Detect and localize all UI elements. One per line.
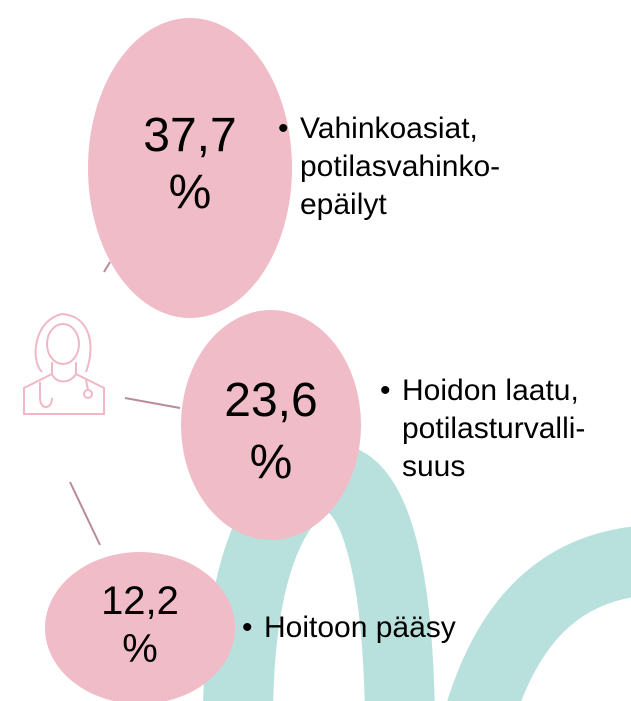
connector: [103, 261, 111, 273]
label-line: Hoitoon pääsy: [264, 611, 456, 644]
bubble: [45, 552, 235, 701]
bubble: [181, 310, 361, 540]
percent-unit: %: [250, 436, 293, 489]
bubble: [88, 18, 292, 318]
bullet: •: [242, 611, 253, 644]
percent-unit: %: [169, 166, 212, 219]
label-line: Vahinkoasiat,: [300, 112, 478, 145]
label-line: Hoidon laatu,: [402, 374, 579, 407]
bullet: •: [278, 112, 289, 145]
label-line: suus: [402, 450, 465, 483]
connectors: [69, 261, 181, 546]
decor-arch: [447, 526, 631, 701]
connector: [124, 397, 181, 409]
connector: [69, 481, 101, 546]
percent-value: 37,7: [143, 109, 236, 162]
percent-value: 12,2: [101, 579, 179, 623]
bullet: •: [380, 374, 391, 407]
label-line: potilasvahinko-: [300, 150, 500, 183]
label-line: potilasturvalli-: [402, 412, 585, 445]
doctor-icon: [23, 312, 105, 415]
label-line: epäilyt: [300, 188, 387, 221]
percent-value: 23,6: [224, 374, 317, 427]
percent-unit: %: [122, 627, 158, 671]
